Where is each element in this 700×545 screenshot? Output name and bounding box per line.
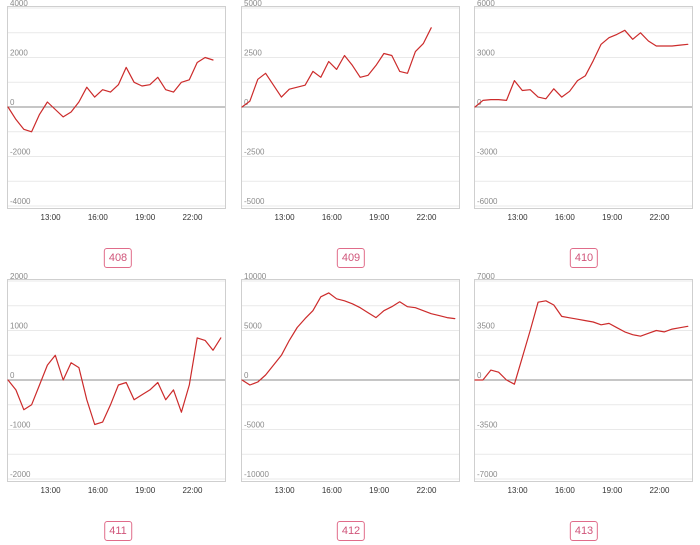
- x-tick-label: 19:00: [369, 486, 390, 495]
- line-chart-svg: 10000 5000 0 -5000 -10000 13:00 16:00 19:00 22:0…: [241, 272, 460, 495]
- y-tick-label: 2500: [244, 49, 262, 58]
- y-tick-label: 0: [10, 371, 15, 380]
- y-tick-label: -1000: [10, 421, 31, 430]
- y-tick-label: 0: [10, 98, 15, 107]
- x-tick-label: 19:00: [369, 213, 390, 222]
- chart-id-badge[interactable]: 411: [104, 521, 132, 541]
- x-tick-label: 13:00: [41, 486, 62, 495]
- x-tick-label: 16:00: [322, 486, 343, 495]
- line-chart-svg: 4000 2000 0 -2000 -4000 13:00 16:00 19:00 22:00: [7, 0, 226, 222]
- y-tick-label: -3000: [477, 148, 498, 157]
- x-tick-label: 13:00: [508, 213, 529, 222]
- y-tick-label: -10000: [244, 470, 269, 479]
- x-tick-label: 13:00: [508, 486, 529, 495]
- y-tick-label: 5000: [244, 0, 262, 8]
- y-tick-label: 2000: [10, 272, 28, 281]
- x-tick-label: 13:00: [275, 486, 296, 495]
- x-tick-label: 22:00: [416, 213, 437, 222]
- y-tick-label: 0: [244, 98, 249, 107]
- chart-id-badge[interactable]: 408: [103, 248, 133, 268]
- x-tick-label: 13:00: [275, 213, 296, 222]
- y-tick-label: 0: [477, 371, 482, 380]
- y-tick-label: -6000: [477, 197, 498, 206]
- x-tick-label: 22:00: [182, 213, 203, 222]
- y-tick-label: -3500: [477, 421, 498, 430]
- x-tick-label: 19:00: [135, 486, 156, 495]
- y-tick-label: 10000: [244, 272, 267, 281]
- y-tick-label: 0: [244, 371, 249, 380]
- y-tick-label: 4000: [10, 0, 28, 8]
- x-tick-label: 22:00: [649, 213, 670, 222]
- series-line: [7, 337, 222, 426]
- x-tick-label: 19:00: [602, 486, 623, 495]
- x-tick-label: 19:00: [602, 213, 623, 222]
- series-line: [474, 300, 689, 385]
- line-chart-svg: 5000 2500 0 -2500 -5000 13:00 16:00 19:00 22:00: [241, 0, 460, 222]
- y-tick-label: 6000: [477, 0, 495, 8]
- y-tick-label: 1000: [10, 322, 28, 331]
- series-line: [241, 292, 456, 386]
- chart-id-badge[interactable]: 412: [336, 521, 366, 541]
- y-tick-label: 7000: [477, 272, 495, 281]
- y-tick-label: -2000: [10, 470, 31, 479]
- y-tick-label: -2500: [244, 148, 265, 157]
- series-line: [7, 56, 214, 133]
- x-tick-label: 22:00: [416, 486, 437, 495]
- x-tick-label: 16:00: [88, 486, 109, 495]
- chart-id-badge[interactable]: 410: [569, 248, 599, 268]
- y-tick-label: 3500: [477, 322, 495, 331]
- x-tick-label: 22:00: [182, 486, 203, 495]
- y-tick-label: 2000: [10, 49, 28, 58]
- chart-id-badge[interactable]: 409: [336, 248, 366, 268]
- series-line: [241, 27, 432, 108]
- x-tick-label: 22:00: [649, 486, 670, 495]
- y-tick-label: 3000: [477, 49, 495, 58]
- line-chart-svg: 7000 3500 0 -3500 -7000 13:00 16:00 19:00 22:00: [474, 272, 693, 495]
- x-tick-label: 16:00: [555, 486, 576, 495]
- chart-id-badge[interactable]: 413: [569, 521, 599, 541]
- series-line: [474, 29, 689, 108]
- y-tick-label: 5000: [244, 322, 262, 331]
- line-chart-svg: 2000 1000 0 -1000 -2000 13:00 16:00 19:00 22:00: [7, 272, 226, 495]
- x-tick-label: 16:00: [322, 213, 343, 222]
- y-tick-label: -5000: [244, 197, 265, 206]
- x-tick-label: 19:00: [135, 213, 156, 222]
- x-tick-label: 16:00: [555, 213, 576, 222]
- y-tick-label: -5000: [244, 421, 265, 430]
- y-tick-label: -4000: [10, 197, 31, 206]
- y-tick-label: -2000: [10, 148, 31, 157]
- x-tick-label: 13:00: [41, 213, 62, 222]
- y-tick-label: -7000: [477, 470, 498, 479]
- x-tick-label: 16:00: [88, 213, 109, 222]
